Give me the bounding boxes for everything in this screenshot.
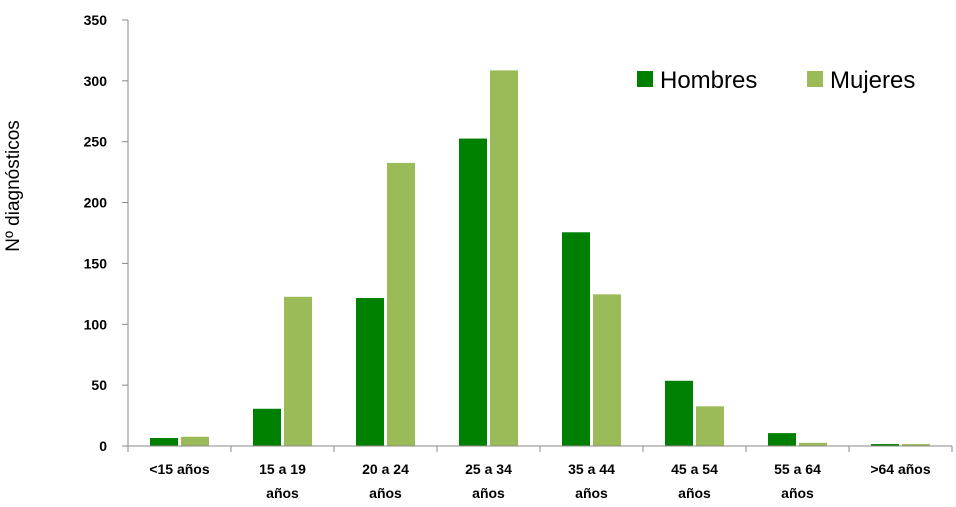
legend-label-hombres: Hombres [660,67,757,94]
x-tick-label: <15 años [149,461,210,477]
x-tick-label: años [575,485,608,501]
y-axis-ticks: 0 50 100 150 200 250 300 350 [84,12,128,454]
bar-mujeres-5 [695,405,725,447]
x-axis-ticks: <15 años 15 a 19 años 20 a 24 años 25 a 34 año… [127,446,953,501]
bar-mujeres-6 [798,441,828,447]
y-tick-label: 100 [84,316,108,332]
bar-mujeres-2 [386,161,416,447]
x-tick-label: >64 años [870,461,931,477]
x-tick-label: 20 a 24 [362,461,409,477]
x-tick-label: años [369,485,402,501]
x-tick-label: 55 a 64 [774,461,821,477]
bar-mujeres-4 [592,293,622,447]
y-tick-label: 300 [84,73,108,89]
legend-label-mujeres: Mujeres [830,67,915,94]
x-tick-label: 15 a 19 [259,461,306,477]
y-tick-label: 0 [99,438,107,454]
bar-hombres-4 [561,231,591,447]
y-tick-label: 150 [84,255,108,271]
y-tick-label: 350 [84,12,108,28]
bar-hombres-6 [767,432,797,447]
bars-group [149,69,931,447]
bar-hombres-2 [355,297,385,447]
legend-swatch-mujeres [807,71,823,87]
bar-hombres-3 [458,137,488,447]
bar-hombres-0 [149,436,179,447]
x-tick-label: 35 a 44 [568,461,615,477]
y-tick-label: 250 [84,134,108,150]
legend-swatch-hombres [637,71,653,87]
y-tick-label: 200 [84,195,108,211]
x-tick-label: años [266,485,299,501]
bar-hombres-1 [252,407,282,447]
legend: Hombres Mujeres [637,67,915,94]
bar-mujeres-3 [489,69,519,447]
x-tick-label: años [781,485,814,501]
x-tick-label: 45 a 54 [671,461,718,477]
x-tick-label: años [472,485,505,501]
bar-hombres-5 [664,379,694,447]
x-tick-label: 25 a 34 [465,461,512,477]
y-tick-label: 50 [91,377,107,393]
y-axis-label: Nº diagnósticos [3,120,24,252]
bar-mujeres-0 [180,435,210,447]
bar-mujeres-1 [283,295,313,447]
x-tick-label: años [678,485,711,501]
